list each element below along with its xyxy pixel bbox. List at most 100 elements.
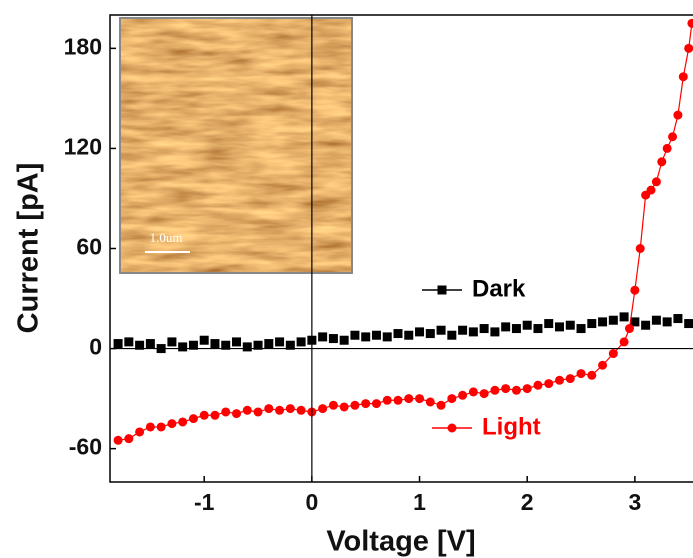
x-tick-label: 3 — [628, 489, 641, 515]
data-point — [647, 186, 656, 195]
data-point — [501, 322, 510, 331]
data-point — [598, 317, 607, 326]
data-point — [221, 407, 230, 416]
data-point — [404, 394, 413, 403]
data-point — [636, 244, 645, 253]
data-point — [469, 327, 478, 336]
data-point — [383, 396, 392, 405]
x-tick-label: -1 — [194, 489, 215, 515]
data-point — [566, 374, 575, 383]
x-axis-title: Voltage [V] — [326, 526, 475, 558]
data-point — [394, 396, 403, 405]
data-point — [437, 326, 446, 335]
legend-label: Dark — [472, 275, 526, 302]
data-point — [447, 394, 456, 403]
data-point — [167, 337, 176, 346]
data-point — [232, 409, 241, 418]
data-point — [329, 401, 338, 410]
data-point — [200, 411, 209, 420]
data-point — [673, 314, 682, 323]
data-point — [501, 384, 510, 393]
data-point — [383, 332, 392, 341]
data-point — [426, 397, 435, 406]
data-point — [555, 376, 564, 385]
data-point — [533, 381, 542, 390]
x-tick-label: 2 — [521, 489, 534, 515]
data-point — [679, 72, 688, 81]
data-point — [146, 339, 155, 348]
data-point — [297, 337, 306, 346]
data-point — [480, 389, 489, 398]
data-point — [668, 132, 677, 141]
data-point — [523, 321, 532, 330]
data-point — [426, 329, 435, 338]
data-point — [544, 319, 553, 328]
y-tick-label: 60 — [76, 234, 102, 260]
data-point — [350, 331, 359, 340]
chart: 1.0um Voltage [V] Current [pA] -10123-60… — [0, 0, 693, 558]
scale-bar-label: 1.0um — [150, 230, 183, 245]
data-point — [544, 379, 553, 388]
data-point — [663, 144, 672, 153]
data-point — [657, 157, 666, 166]
data-point — [684, 44, 693, 53]
data-point — [609, 316, 618, 325]
data-point — [415, 394, 424, 403]
data-point — [275, 337, 284, 346]
data-point — [490, 327, 499, 336]
data-point — [243, 342, 252, 351]
data-point — [663, 317, 672, 326]
legend-marker — [438, 286, 447, 295]
data-point — [114, 339, 123, 348]
y-tick-label: 0 — [89, 334, 102, 360]
data-point — [587, 371, 596, 380]
data-point — [114, 436, 123, 445]
data-point — [124, 337, 133, 346]
data-point — [684, 319, 693, 328]
data-point — [577, 324, 586, 333]
data-point — [609, 349, 618, 358]
data-point — [555, 322, 564, 331]
data-point — [264, 339, 273, 348]
data-point — [490, 386, 499, 395]
data-point — [480, 324, 489, 333]
data-point — [512, 324, 521, 333]
data-point — [318, 332, 327, 341]
data-point — [157, 422, 166, 431]
data-point — [210, 411, 219, 420]
data-point — [200, 336, 209, 345]
data-point — [469, 387, 478, 396]
data-point — [264, 404, 273, 413]
data-point — [620, 312, 629, 321]
data-point — [437, 401, 446, 410]
data-point — [415, 327, 424, 336]
data-point — [625, 324, 634, 333]
data-point — [533, 324, 542, 333]
x-tick-label: 0 — [305, 489, 318, 515]
data-point — [124, 434, 133, 443]
data-point — [577, 369, 586, 378]
data-point — [297, 406, 306, 415]
y-axis-title: Current [pA] — [13, 163, 45, 334]
data-point — [523, 384, 532, 393]
x-tick-label: 1 — [413, 489, 426, 515]
data-point — [620, 337, 629, 346]
data-point — [243, 406, 252, 415]
data-point — [394, 329, 403, 338]
data-point — [350, 401, 359, 410]
y-tick-label: 180 — [64, 33, 102, 59]
data-point — [630, 286, 639, 295]
data-point — [458, 326, 467, 335]
data-point — [458, 391, 467, 400]
data-point — [189, 414, 198, 423]
data-point — [566, 321, 575, 330]
data-point — [687, 19, 693, 28]
data-point — [587, 319, 596, 328]
data-point — [447, 331, 456, 340]
data-point — [404, 331, 413, 340]
data-point — [275, 406, 284, 415]
legend-label: Light — [482, 413, 541, 440]
data-point — [652, 316, 661, 325]
data-point — [598, 361, 607, 370]
data-point — [135, 427, 144, 436]
